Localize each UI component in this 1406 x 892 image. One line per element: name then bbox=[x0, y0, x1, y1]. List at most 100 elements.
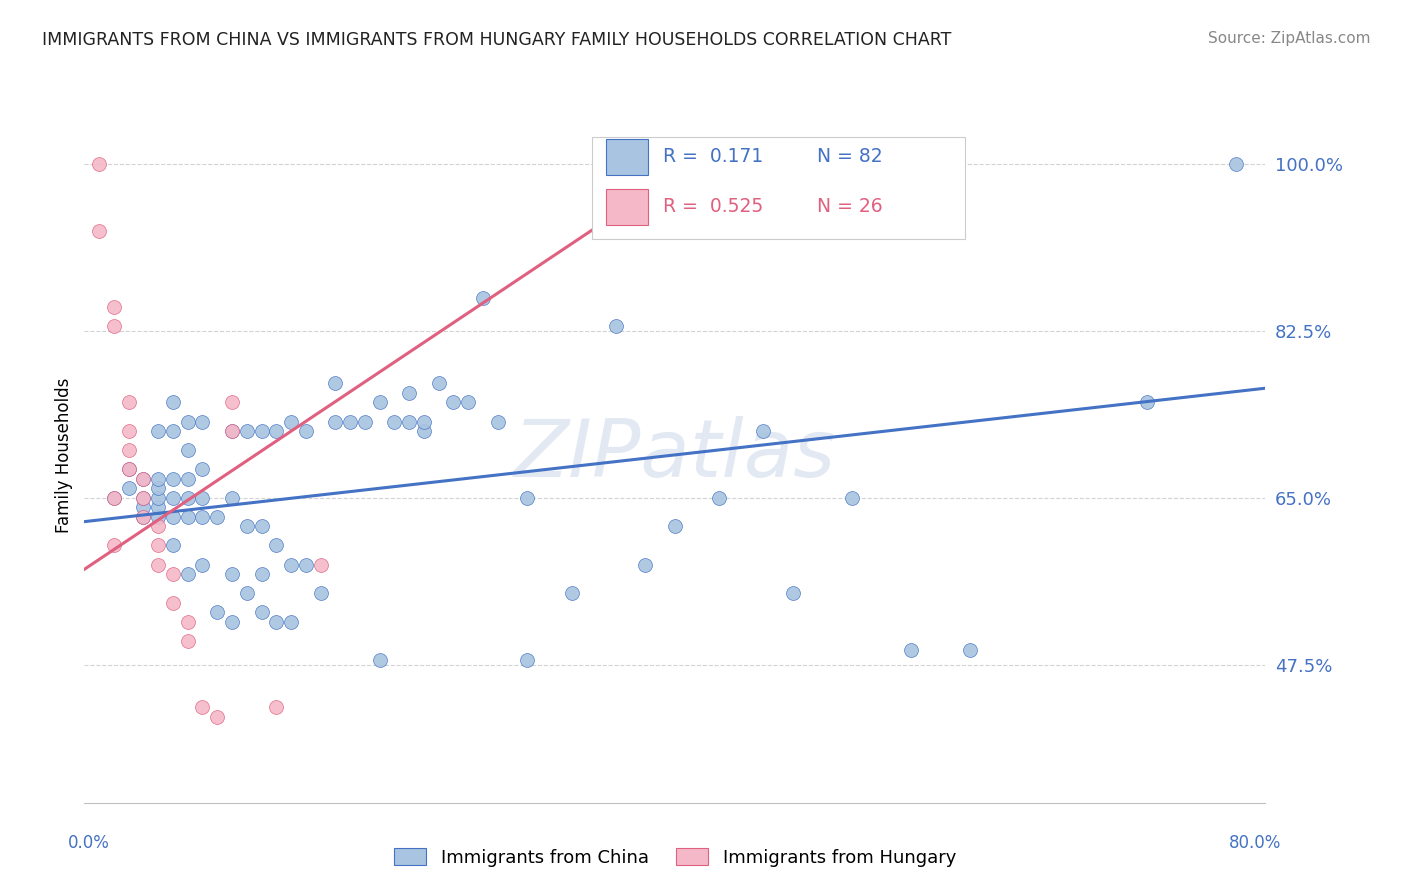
Point bbox=[221, 567, 243, 582]
Point bbox=[235, 519, 259, 533]
Point bbox=[235, 424, 259, 438]
Point bbox=[250, 519, 273, 533]
Point bbox=[132, 491, 155, 505]
Legend: Immigrants from China, Immigrants from Hungary: Immigrants from China, Immigrants from H… bbox=[387, 840, 963, 874]
Point bbox=[280, 615, 302, 629]
Point bbox=[339, 415, 361, 429]
Point bbox=[103, 319, 125, 334]
Point bbox=[162, 509, 184, 524]
Point bbox=[398, 415, 420, 429]
Point bbox=[959, 643, 981, 657]
Point bbox=[191, 491, 214, 505]
Text: 0.0%: 0.0% bbox=[67, 834, 110, 852]
Point bbox=[118, 424, 141, 438]
Point bbox=[132, 472, 155, 486]
Text: R =  0.525: R = 0.525 bbox=[662, 197, 763, 216]
Point bbox=[148, 558, 170, 572]
Point bbox=[191, 415, 214, 429]
Point bbox=[118, 443, 141, 458]
Point bbox=[413, 415, 436, 429]
Point bbox=[486, 415, 509, 429]
Point bbox=[221, 424, 243, 438]
Point bbox=[413, 424, 436, 438]
Y-axis label: Family Households: Family Households bbox=[55, 377, 73, 533]
Point bbox=[309, 586, 332, 600]
Point bbox=[118, 462, 141, 476]
Point bbox=[148, 481, 170, 495]
Point bbox=[148, 500, 170, 515]
Point bbox=[162, 395, 184, 409]
Text: 80.0%: 80.0% bbox=[1229, 834, 1282, 852]
Point bbox=[664, 519, 686, 533]
Point bbox=[457, 395, 479, 409]
Point bbox=[221, 491, 243, 505]
Point bbox=[634, 558, 657, 572]
Point bbox=[221, 395, 243, 409]
Point bbox=[177, 443, 200, 458]
Point bbox=[250, 567, 273, 582]
Point bbox=[162, 596, 184, 610]
Point bbox=[264, 700, 288, 714]
Point bbox=[162, 491, 184, 505]
Point bbox=[118, 395, 141, 409]
Point bbox=[177, 472, 200, 486]
Point bbox=[132, 491, 155, 505]
Point bbox=[221, 424, 243, 438]
Point bbox=[295, 424, 318, 438]
Point bbox=[782, 586, 804, 600]
Point bbox=[118, 462, 141, 476]
Point bbox=[177, 509, 200, 524]
Point bbox=[162, 472, 184, 486]
Point bbox=[1225, 157, 1247, 171]
Point bbox=[177, 615, 200, 629]
Point bbox=[841, 491, 863, 505]
Point bbox=[323, 376, 347, 391]
Point bbox=[132, 472, 155, 486]
Point bbox=[87, 224, 111, 238]
Point bbox=[103, 300, 125, 314]
Point bbox=[280, 558, 302, 572]
Point bbox=[382, 415, 406, 429]
Point bbox=[309, 558, 332, 572]
Point bbox=[323, 415, 347, 429]
Point bbox=[427, 376, 450, 391]
Point bbox=[368, 653, 391, 667]
Point bbox=[752, 424, 775, 438]
Point bbox=[103, 491, 125, 505]
Point bbox=[177, 633, 200, 648]
Point bbox=[191, 558, 214, 572]
Point bbox=[103, 491, 125, 505]
Point bbox=[87, 157, 111, 171]
Text: R =  0.171: R = 0.171 bbox=[662, 147, 763, 166]
Point bbox=[191, 509, 214, 524]
Point bbox=[398, 386, 420, 401]
Point bbox=[560, 586, 583, 600]
Point bbox=[205, 710, 228, 724]
Point bbox=[250, 605, 273, 619]
Point bbox=[148, 491, 170, 505]
Point bbox=[280, 415, 302, 429]
Point bbox=[177, 491, 200, 505]
Point bbox=[354, 415, 377, 429]
Point bbox=[132, 509, 155, 524]
Point bbox=[264, 424, 288, 438]
Point bbox=[368, 395, 391, 409]
Point bbox=[205, 509, 228, 524]
Point bbox=[295, 558, 318, 572]
Point bbox=[235, 586, 259, 600]
Point bbox=[205, 605, 228, 619]
Point bbox=[250, 424, 273, 438]
Point bbox=[132, 500, 155, 515]
Point bbox=[162, 567, 184, 582]
Point bbox=[177, 415, 200, 429]
Text: Source: ZipAtlas.com: Source: ZipAtlas.com bbox=[1208, 31, 1371, 46]
Point bbox=[605, 319, 627, 334]
Point bbox=[148, 472, 170, 486]
Point bbox=[148, 539, 170, 553]
Text: N = 26: N = 26 bbox=[817, 197, 883, 216]
Point bbox=[162, 539, 184, 553]
Point bbox=[900, 643, 922, 657]
Point bbox=[1136, 395, 1159, 409]
Point bbox=[177, 567, 200, 582]
Point bbox=[191, 700, 214, 714]
